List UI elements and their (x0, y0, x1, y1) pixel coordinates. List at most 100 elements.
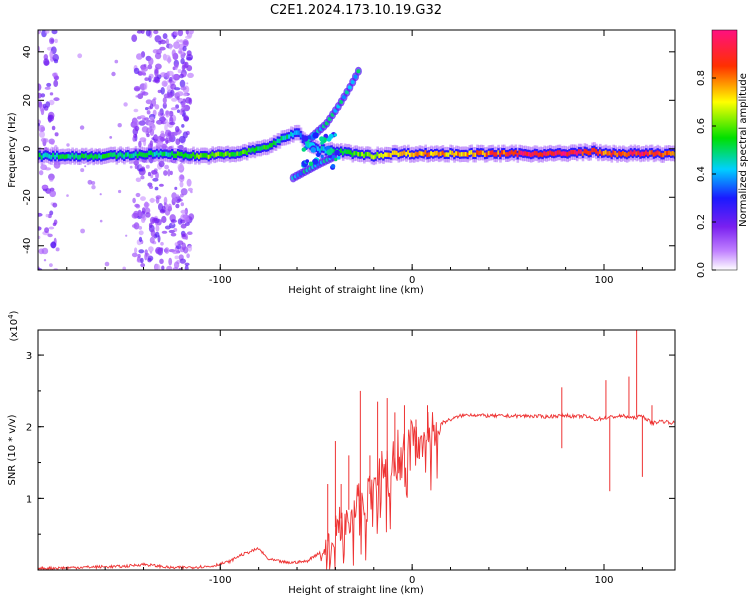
noise-dot (163, 196, 168, 205)
ridge-core (666, 151, 669, 156)
noise-dot (153, 217, 158, 222)
ridge-core (652, 152, 656, 157)
ridge-core (422, 151, 426, 157)
noise-dot (152, 49, 159, 54)
noise-dot (153, 168, 158, 173)
noise-dot (99, 219, 103, 223)
ridge-core (117, 153, 120, 158)
noise-dot (141, 207, 146, 214)
noise-dot (140, 30, 145, 34)
ridge-core (514, 150, 518, 155)
cluster-dot (305, 159, 310, 164)
ridge-core (364, 152, 368, 157)
noise-dot (180, 193, 184, 198)
noise-dot (179, 111, 184, 115)
noise-dot (187, 231, 193, 235)
ridge-core (439, 151, 443, 156)
ridge-core (128, 153, 132, 159)
noise-dot (166, 71, 170, 79)
ridge-core (539, 152, 543, 157)
noise-dot (173, 41, 180, 49)
ridge-core (445, 152, 449, 157)
cluster-dot (334, 157, 338, 162)
ridge-core (547, 151, 550, 156)
ridge-core (470, 150, 473, 155)
ridge-core (57, 154, 61, 160)
ridge-core (290, 131, 293, 137)
noise-dot (174, 255, 179, 260)
ridge-core (472, 152, 475, 157)
noise-dot (171, 74, 179, 80)
noise-dot (186, 253, 190, 259)
noise-dot (77, 53, 83, 59)
noise-dot (155, 225, 160, 232)
ridge-core (393, 150, 397, 155)
ridge-core (219, 151, 222, 157)
noise-dot (171, 192, 177, 200)
noise-dot (170, 107, 178, 111)
noise-dot (139, 137, 147, 143)
ridge-core (646, 151, 650, 157)
ridge-core (247, 147, 251, 153)
noise-dot (170, 219, 177, 223)
ridge-core (180, 151, 184, 157)
ridge-core (113, 152, 117, 157)
noise-dot (39, 170, 44, 176)
noise-dot (117, 123, 122, 128)
ridge-core (374, 154, 378, 159)
noise-dot (151, 124, 156, 131)
noise-dot (135, 204, 141, 209)
ridge-core (558, 150, 562, 155)
snr-xlabel: Height of straight line (km) (288, 585, 424, 596)
x-tick-label: 100 (594, 275, 613, 286)
ridge-core (614, 151, 617, 156)
ridge-core (142, 152, 145, 158)
ridge-core (48, 154, 51, 159)
noise-dot (177, 69, 182, 74)
ridge-core (59, 154, 63, 159)
ridge-core (620, 152, 623, 157)
cluster-dot (308, 161, 314, 167)
noise-dot (154, 52, 162, 60)
noise-dot (149, 128, 155, 136)
ridge-core (211, 151, 214, 157)
noise-dot (149, 116, 155, 121)
noise-dot (148, 246, 154, 252)
ridge-core (409, 152, 412, 158)
ridge-core (579, 149, 583, 154)
ridge-core (199, 153, 203, 158)
ridge-core (581, 151, 585, 156)
branch-core (353, 74, 358, 79)
ridge-core (604, 150, 608, 155)
noise-dot (41, 247, 49, 255)
ridge-core (151, 152, 155, 157)
ridge-core (205, 153, 209, 158)
noise-dot (163, 93, 170, 99)
ridge-core (424, 150, 427, 155)
ridge-core (77, 155, 80, 160)
cluster-dot (310, 147, 317, 153)
figure-title: C2E1.2024.173.10.19.G32 (270, 3, 442, 18)
cluster-dot (328, 154, 332, 159)
ridge-core (207, 154, 211, 160)
ridge-core (506, 152, 510, 157)
noise-dot (44, 138, 49, 143)
ridge-core (378, 153, 381, 159)
ridge-core (353, 151, 356, 156)
ridge-core (543, 151, 546, 156)
noise-dot (148, 73, 154, 79)
ridge-core (401, 151, 404, 156)
noise-dot (91, 181, 96, 185)
noise-dot (145, 30, 151, 37)
ridge-core (458, 152, 462, 157)
colorbar-tick-label: 0.8 (696, 70, 707, 86)
ridge-core (516, 152, 520, 158)
noise-dot (180, 52, 185, 59)
noise-dot (166, 265, 173, 270)
ridge-core (190, 153, 193, 159)
ridge-core (242, 149, 245, 155)
ridge-core (261, 145, 264, 150)
ridge-core (194, 154, 197, 159)
noise-dot (187, 187, 193, 192)
